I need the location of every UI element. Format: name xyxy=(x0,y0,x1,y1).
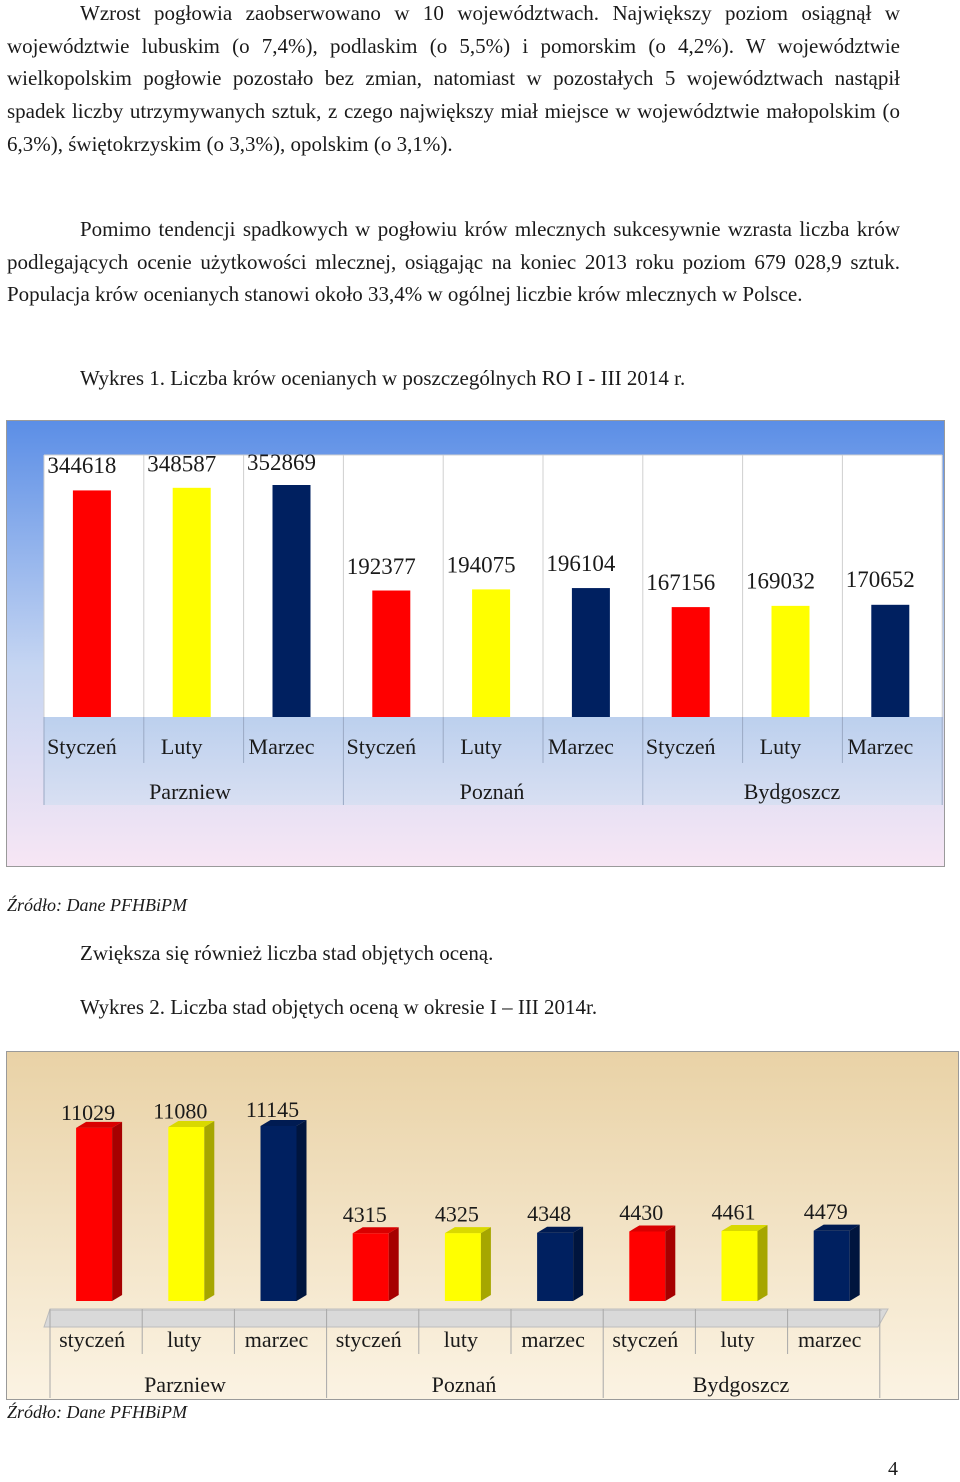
chart-2-data-label: 4461 xyxy=(712,1200,756,1225)
chart-1-data-label: 196104 xyxy=(546,551,616,576)
chart-1-bar xyxy=(871,604,910,717)
chart-1-data-label: 169032 xyxy=(746,569,815,594)
chart-1-category-dividers xyxy=(43,717,943,805)
chart-1-bar xyxy=(671,607,710,717)
paragraph-1-text: Wzrost pogłowia zaobserwowano w 10 wojew… xyxy=(7,1,900,156)
chart-1-category-label: Marzec xyxy=(847,734,913,759)
chart-1-gridlines xyxy=(43,454,943,717)
chart-1-bar xyxy=(472,589,511,717)
chart-2: 11029 11080 11145 4315 4325 4348 4430 4461 4479 … xyxy=(6,1051,960,1401)
between-charts-text: Zwiększa się również liczba stad objętyc… xyxy=(80,941,494,965)
chart-2-group-labels: Parzniew Poznań Bydgoszcz xyxy=(144,1372,789,1397)
chart-2-category-label: luty xyxy=(167,1327,201,1352)
chart-1-bars xyxy=(72,485,910,717)
chart-2-category-label: marzec xyxy=(521,1327,585,1352)
chart-1-data-label: 194075 xyxy=(447,553,516,578)
page-number: 4 xyxy=(888,1458,898,1480)
chart-2-bar xyxy=(76,1121,123,1301)
chart-1-category-label: Marzec xyxy=(249,734,315,759)
chart-1-category-label: Styczeń xyxy=(47,734,117,759)
chart-1-group-label: Bydgoszcz xyxy=(744,779,841,804)
chart-1-category-label: Luty xyxy=(460,734,502,759)
chart-1-group-label: Parzniew xyxy=(149,779,231,804)
chart-2-caption: Wykres 2. Liczba stad objętych oceną w o… xyxy=(80,995,598,1019)
chart-1-category-label: Styczeń xyxy=(346,734,416,759)
chart-2-data-label: 4315 xyxy=(343,1202,387,1227)
paragraph-2: Pomimo tendencji spadkowych w pogłowiu k… xyxy=(7,213,900,311)
chart-1-bar xyxy=(571,588,610,717)
chart-1-category-label: Marzec xyxy=(548,734,614,759)
chart-1-source: Źródło: Dane PFHBiPM xyxy=(7,895,187,915)
chart-1-data-label: 170652 xyxy=(846,567,915,592)
chart-1-data-label: 192377 xyxy=(347,554,416,579)
chart-2-bar xyxy=(721,1224,768,1301)
chart-1: 344618 348587 352869 192377 194075 196104 1671… xyxy=(6,420,946,867)
chart-1-bar xyxy=(771,605,810,717)
chart-2-source: Źródło: Dane PFHBiPM xyxy=(7,1402,187,1422)
chart-2-bar xyxy=(537,1226,584,1301)
chart-2-data-label: 4348 xyxy=(527,1201,571,1226)
chart-2-category-label: marzec xyxy=(245,1327,309,1352)
chart-1-data-labels: 344618 348587 352869 192377 194075 196104 1671… xyxy=(47,450,914,595)
chart-1-bar xyxy=(372,590,411,717)
chart-2-bar xyxy=(629,1225,676,1301)
chart-2-group-label: Poznań xyxy=(432,1372,497,1397)
chart-2-group-label: Parzniew xyxy=(144,1372,226,1397)
chart-1-data-label: 344618 xyxy=(47,453,116,478)
chart-2-category-label: styczeń xyxy=(612,1327,678,1352)
chart-1-bar xyxy=(72,490,111,717)
chart-1-group-labels: Parzniew Poznań Bydgoszcz xyxy=(149,779,840,804)
chart-2-floor xyxy=(43,1308,889,1328)
chart-2-data-label: 4430 xyxy=(619,1200,663,1225)
chart-2-data-label: 11145 xyxy=(246,1097,299,1122)
chart-2-data-labels: 11029 11080 11145 4315 4325 4348 4430 4461 4479 xyxy=(61,1097,848,1227)
chart-2-category-label: luty xyxy=(444,1327,478,1352)
chart-1-bar xyxy=(172,487,211,717)
chart-2-data-label: 11029 xyxy=(61,1100,115,1125)
chart-2-category-label: luty xyxy=(720,1327,754,1352)
chart-2-data-label: 11080 xyxy=(153,1099,207,1124)
paragraph-1: Wzrost pogłowia zaobserwowano w 10 wojew… xyxy=(7,0,900,161)
chart-1-category-label: Luty xyxy=(161,734,203,759)
chart-2-bar xyxy=(444,1227,491,1301)
chart-2-category-dividers xyxy=(49,1309,881,1398)
chart-2-bars xyxy=(76,1120,860,1301)
chart-1-category-label: Luty xyxy=(760,734,802,759)
chart-2-bar xyxy=(260,1120,307,1301)
chart-2-data-label: 4479 xyxy=(804,1199,848,1224)
chart-2-bar xyxy=(813,1224,860,1301)
chart-1-category-labels: Styczeń Luty Marzec Styczeń Luty Marzec Stycze… xyxy=(47,734,913,759)
chart-1-group-label: Poznań xyxy=(460,779,525,804)
chart-1-bar xyxy=(272,485,311,717)
chart-1-data-label: 167156 xyxy=(646,570,715,595)
chart-1-category-label: Styczeń xyxy=(646,734,716,759)
chart-2-baseline xyxy=(50,1309,882,1311)
chart-2-category-labels: styczeń luty marzec styczeń luty marzec stycze… xyxy=(59,1327,862,1352)
chart-2-bar xyxy=(352,1227,399,1301)
chart-2-category-label: marzec xyxy=(798,1327,862,1352)
chart-2-category-label: styczeń xyxy=(336,1327,402,1352)
chart-1-caption: Wykres 1. Liczba krów ocenianych w poszc… xyxy=(80,366,686,390)
chart-2-group-label: Bydgoszcz xyxy=(693,1372,790,1397)
chart-2-category-label: styczeń xyxy=(59,1327,125,1352)
chart-1-category-band xyxy=(44,717,942,805)
chart-1-svg: 344618 348587 352869 192377 194075 196104 1671… xyxy=(6,420,945,867)
chart-2-data-label: 4325 xyxy=(435,1202,479,1227)
chart-1-data-label: 352869 xyxy=(247,450,316,475)
chart-2-background xyxy=(6,1051,959,1400)
paragraph-2-text: Pomimo tendencji spadkowych w pogłowiu k… xyxy=(7,217,900,307)
chart-1-data-label: 348587 xyxy=(147,452,216,477)
chart-2-bar xyxy=(168,1121,215,1301)
